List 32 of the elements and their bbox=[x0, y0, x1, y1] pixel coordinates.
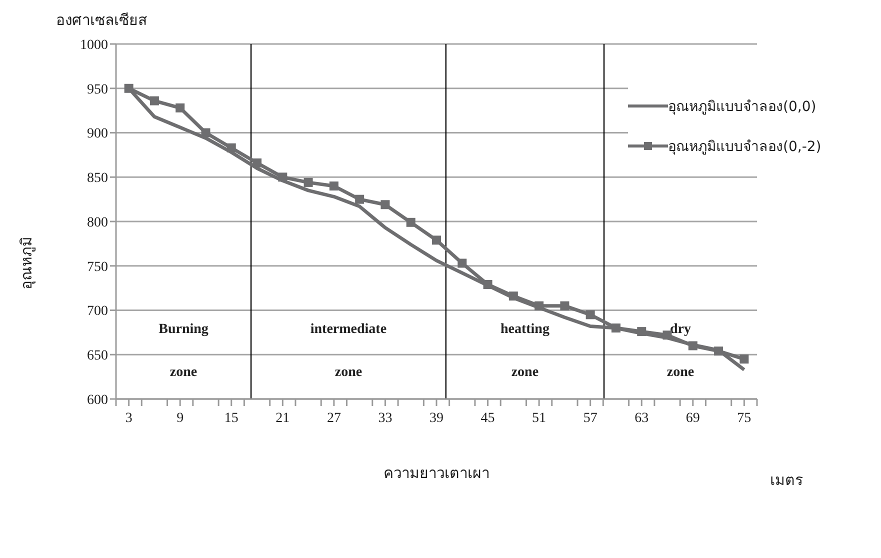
y-tick-label: 750 bbox=[87, 260, 108, 275]
legend-label: อุณหภูมิแบบจำลอง(0,-2) bbox=[668, 138, 822, 157]
y-axis-title: อุณหภูมิ bbox=[16, 236, 37, 290]
y-tick-label: 800 bbox=[87, 215, 108, 230]
legend-label: อุณหภูมิแบบจำลอง(0,0) bbox=[668, 98, 816, 117]
x-axis-title: ความยาวเตาเผา bbox=[384, 464, 490, 482]
x-tick-label: 3 bbox=[125, 411, 132, 426]
x-tick-label: 51 bbox=[532, 411, 546, 426]
text: องศาเซลเซียส bbox=[56, 10, 147, 31]
y-tick-label: 1000 bbox=[80, 38, 108, 53]
text: Burning zone bbox=[158, 322, 208, 380]
x-tick-label: 9 bbox=[176, 411, 184, 426]
x-tick-label: 15 bbox=[224, 411, 238, 426]
y-tick-label: 900 bbox=[87, 126, 108, 142]
text: dry zone bbox=[666, 322, 694, 380]
x-tick-label: 57 bbox=[583, 411, 598, 426]
x-tick-label: 27 bbox=[326, 411, 341, 426]
text: เมตร bbox=[770, 470, 803, 491]
y-tick-label: 700 bbox=[87, 304, 108, 320]
x-tick-label: 39 bbox=[430, 411, 444, 426]
y-tick-label: 950 bbox=[87, 82, 108, 98]
x-tick-label: 21 bbox=[276, 411, 290, 426]
x-tick-label: 63 bbox=[634, 411, 649, 426]
x-tick-label: 33 bbox=[378, 411, 392, 426]
y-tick-label: 600 bbox=[87, 392, 108, 408]
text: heatting zone bbox=[500, 322, 550, 380]
x-tick-label: 75 bbox=[737, 411, 752, 426]
x-tick-label: 45 bbox=[480, 411, 495, 426]
y-tick-label: 850 bbox=[87, 171, 108, 186]
x-tick-label: 69 bbox=[686, 411, 700, 426]
y-tick-label: 650 bbox=[87, 348, 108, 364]
text: intermediate zone bbox=[310, 322, 387, 380]
